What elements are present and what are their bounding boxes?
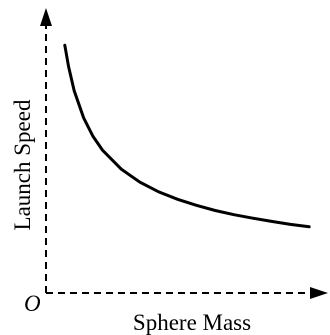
x-axis-label: Sphere Mass [133, 310, 251, 335]
y-axis-arrow-icon [40, 8, 52, 26]
launch-speed-curve [63, 43, 311, 229]
y-axis-label: Launch Speed [10, 99, 35, 230]
x-axis-arrow-icon [310, 287, 328, 299]
origin-label: O [24, 291, 41, 316]
